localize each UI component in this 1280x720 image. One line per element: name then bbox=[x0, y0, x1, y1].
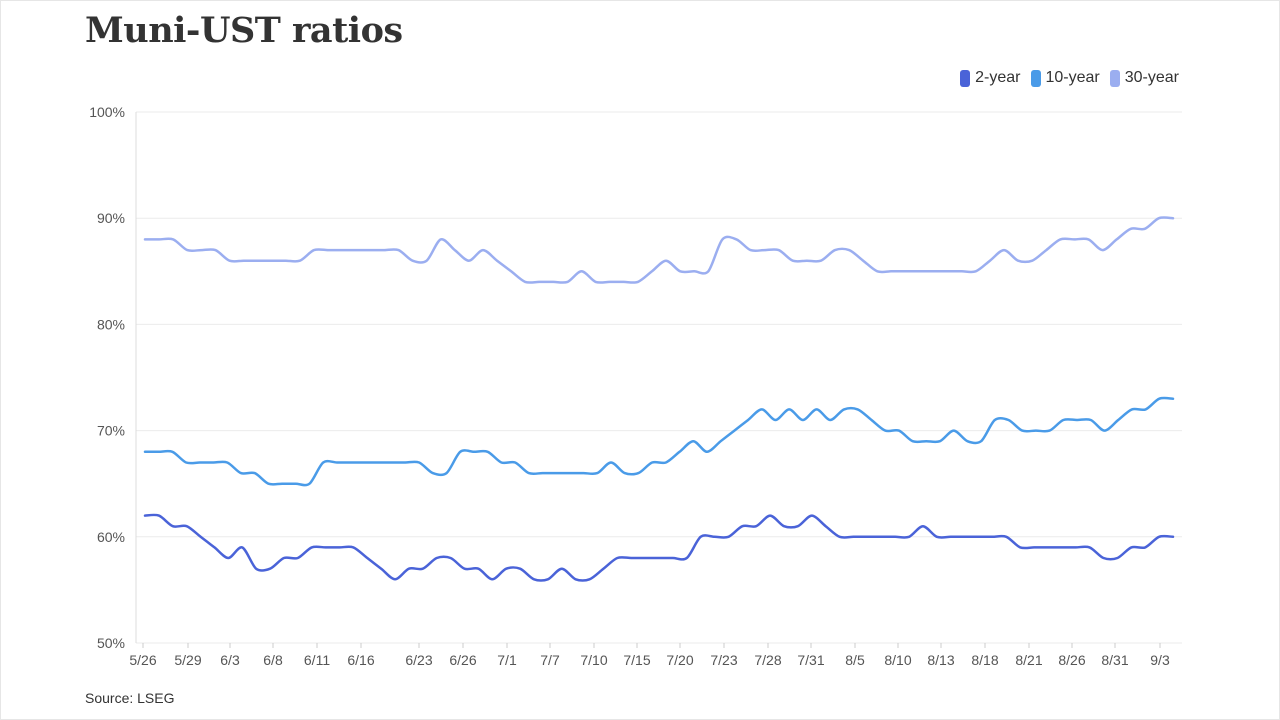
legend-label-2-year: 2-year bbox=[975, 69, 1021, 86]
x-tick-label: 7/28 bbox=[754, 652, 781, 668]
y-tick-label: 100% bbox=[89, 104, 125, 120]
x-tick-label: 8/26 bbox=[1058, 652, 1085, 668]
x-tick-label: 8/10 bbox=[884, 652, 911, 668]
chart-title: Muni-UST ratios bbox=[85, 10, 403, 51]
x-tick-label: 7/23 bbox=[710, 652, 737, 668]
x-tick-label: 8/21 bbox=[1015, 652, 1042, 668]
x-tick-label: 5/29 bbox=[174, 652, 201, 668]
y-tick-label: 80% bbox=[97, 316, 125, 332]
x-tick-label: 9/3 bbox=[1150, 652, 1170, 668]
x-tick-label: 8/18 bbox=[971, 652, 998, 668]
x-tick-label: 7/31 bbox=[797, 652, 824, 668]
y-tick-label: 90% bbox=[97, 210, 125, 226]
y-tick-label: 50% bbox=[97, 635, 125, 651]
x-tick-label: 8/13 bbox=[927, 652, 954, 668]
legend-swatch-2-year bbox=[960, 69, 971, 87]
x-tick-label: 6/26 bbox=[449, 652, 476, 668]
x-tick-label: 6/8 bbox=[263, 652, 283, 668]
x-tick-label: 6/23 bbox=[405, 652, 432, 668]
x-tick-label: 5/26 bbox=[129, 652, 156, 668]
x-tick-label: 6/16 bbox=[347, 652, 374, 668]
legend-item-10-year[interactable]: 10-year bbox=[1030, 69, 1100, 87]
x-tick-label: 6/3 bbox=[220, 652, 240, 668]
source-note: Source: LSEG bbox=[85, 690, 175, 706]
series-line-2-year[interactable] bbox=[143, 513, 1175, 582]
chart-legend: 2-year 10-year 30-year bbox=[950, 69, 1179, 87]
legend-swatch-10-year bbox=[1030, 69, 1041, 87]
y-tick-label: 70% bbox=[97, 423, 125, 439]
legend-label-10-year: 10-year bbox=[1045, 69, 1100, 86]
y-tick-label: 60% bbox=[97, 529, 125, 545]
x-tick-label: 8/31 bbox=[1101, 652, 1128, 668]
x-tick-label: 7/1 bbox=[497, 652, 517, 668]
x-tick-label: 7/20 bbox=[666, 652, 693, 668]
x-tick-label: 8/5 bbox=[845, 652, 865, 668]
legend-label-30-year: 30-year bbox=[1124, 69, 1179, 86]
legend-swatch-30-year bbox=[1109, 69, 1120, 87]
legend-item-2-year[interactable]: 2-year bbox=[960, 69, 1021, 87]
x-tick-label: 7/7 bbox=[540, 652, 560, 668]
x-tick-label: 7/10 bbox=[580, 652, 607, 668]
x-tick-label: 7/15 bbox=[623, 652, 650, 668]
series-line-30-year[interactable] bbox=[143, 216, 1175, 284]
x-tick-label: 6/11 bbox=[304, 652, 330, 668]
legend-item-30-year[interactable]: 30-year bbox=[1109, 69, 1179, 87]
series-line-10-year[interactable] bbox=[143, 396, 1175, 487]
